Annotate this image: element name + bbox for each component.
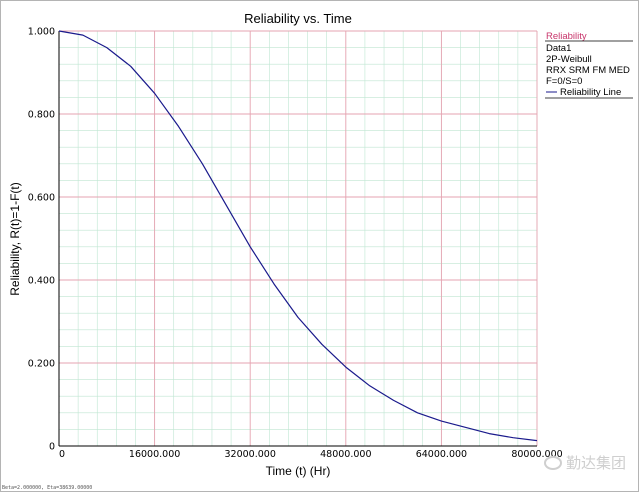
- watermark-text: 勤达集团: [565, 454, 626, 472]
- x-tick-label: 32000.000: [225, 449, 276, 460]
- chart-title: Reliability vs. Time: [244, 11, 352, 26]
- y-axis-title: Reliability, R(t)=1-F(t): [8, 182, 22, 295]
- legend-line-method: RRX SRM FM MED: [546, 65, 630, 76]
- x-tick-label: 16000.000: [129, 449, 180, 460]
- y-tick-label: 0.400: [28, 276, 55, 287]
- y-tick-label: 1.000: [28, 27, 55, 38]
- y-tick-label: 0: [49, 442, 55, 453]
- axes: [58, 31, 537, 447]
- grid: [58, 30, 538, 447]
- y-tick-label: 0.200: [28, 359, 55, 370]
- legend: Reliability Data1 2P-Weibull RRX SRM FM …: [545, 31, 633, 99]
- legend-line-data: Data1: [546, 43, 571, 54]
- x-tick-label: 0: [59, 449, 65, 460]
- x-tick-label: 48000.000: [320, 449, 371, 460]
- wechat-icon: [543, 456, 562, 470]
- x-tick-label: 80000.000: [511, 449, 562, 460]
- footer-parameters: Beta=2.000000, Eta=38639.00000: [2, 485, 93, 491]
- legend-series-label: Reliability Line: [560, 87, 621, 98]
- x-tick-label: 64000.000: [416, 449, 467, 460]
- reliability-line: [58, 30, 538, 442]
- watermark: 勤达集团: [543, 452, 626, 473]
- legend-line-fs: F=0/S=0: [546, 76, 582, 87]
- tick-labels: 0 16000.000 32000.000 48000.000 64000.000 800…: [28, 27, 563, 461]
- legend-line-model: 2P-Weibull: [546, 54, 592, 65]
- legend-header: Reliability: [546, 31, 587, 42]
- y-tick-label: 0.600: [28, 193, 55, 204]
- x-axis-title: Time (t) (Hr): [266, 464, 331, 478]
- y-tick-label: 0.800: [28, 110, 55, 121]
- series: [58, 30, 538, 442]
